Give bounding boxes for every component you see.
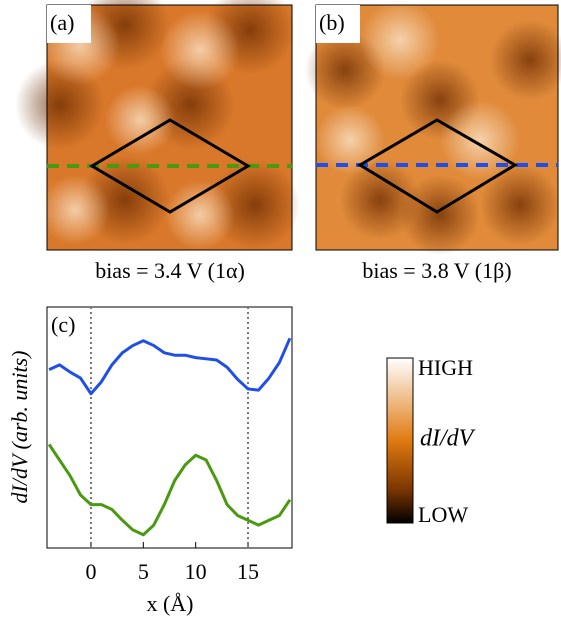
colorbar-high: HIGH bbox=[418, 355, 473, 380]
panel-label: (c) bbox=[51, 312, 75, 337]
colorbar-quantity: dI/dV bbox=[420, 426, 476, 452]
colorbar-low: LOW bbox=[418, 502, 468, 527]
y-axis-label: dI/dV (arb. units) bbox=[7, 351, 32, 504]
stm-image-a: (a) bbox=[15, 0, 300, 251]
x-tick-label: 15 bbox=[237, 559, 259, 584]
panel-label: (a) bbox=[50, 10, 74, 35]
plot-frame bbox=[46, 306, 293, 549]
x-tick-label: 0 bbox=[85, 559, 96, 584]
series-line bbox=[48, 337, 292, 396]
x-tick-label: 5 bbox=[138, 559, 149, 584]
caption: bias = 3.8 V (1β) bbox=[362, 258, 511, 283]
colorbar bbox=[386, 357, 414, 524]
panel-label: (b) bbox=[319, 10, 345, 35]
caption: bias = 3.4 V (1α) bbox=[95, 258, 245, 283]
x-tick-label: 10 bbox=[185, 559, 207, 584]
series-line bbox=[47, 443, 292, 537]
stm-image-b: (b) bbox=[305, 0, 561, 255]
x-axis-label: x (Å) bbox=[146, 591, 193, 616]
